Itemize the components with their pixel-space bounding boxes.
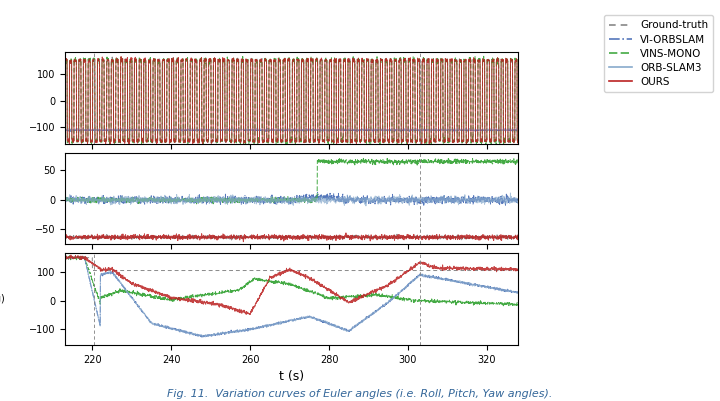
- Text: Fig. 11.  Variation curves of Euler angles (i.e. Roll, Pitch, Yaw angles).: Fig. 11. Variation curves of Euler angle…: [167, 389, 553, 399]
- X-axis label: t (s): t (s): [279, 370, 304, 383]
- Legend: Ground-truth, VI-ORBSLAM, VINS-MONO, ORB-SLAM3, OURS: Ground-truth, VI-ORBSLAM, VINS-MONO, ORB…: [603, 15, 714, 92]
- Y-axis label: yaw (deg): yaw (deg): [0, 294, 4, 304]
